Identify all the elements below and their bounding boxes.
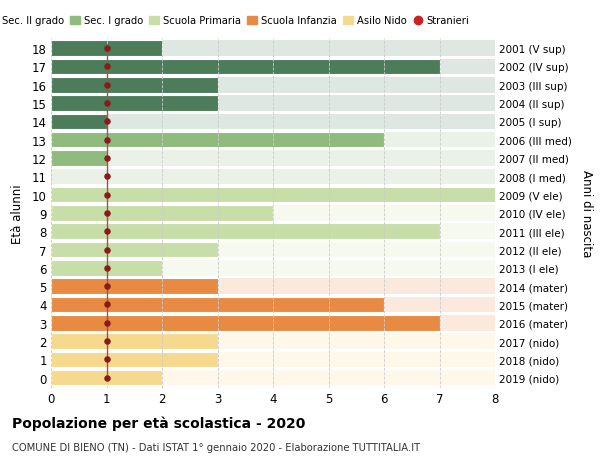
Bar bbox=[51, 224, 439, 240]
Point bbox=[102, 264, 112, 272]
Bar bbox=[51, 297, 495, 313]
Bar bbox=[51, 260, 495, 276]
Point bbox=[102, 338, 112, 345]
Point bbox=[102, 228, 112, 235]
Bar bbox=[51, 133, 384, 148]
Bar bbox=[51, 96, 495, 112]
Bar bbox=[51, 242, 218, 257]
Bar bbox=[51, 187, 495, 203]
Bar bbox=[51, 206, 495, 221]
Bar bbox=[51, 133, 495, 148]
Point bbox=[102, 210, 112, 217]
Bar bbox=[51, 187, 495, 203]
Bar bbox=[51, 297, 384, 313]
Point bbox=[102, 356, 112, 363]
Bar bbox=[51, 41, 162, 57]
Point bbox=[102, 319, 112, 327]
Bar bbox=[51, 352, 218, 367]
Bar bbox=[51, 224, 495, 240]
Point bbox=[102, 246, 112, 254]
Bar bbox=[51, 169, 495, 185]
Text: COMUNE DI BIENO (TN) - Dati ISTAT 1° gennaio 2020 - Elaborazione TUTTITALIA.IT: COMUNE DI BIENO (TN) - Dati ISTAT 1° gen… bbox=[12, 442, 420, 452]
Point bbox=[102, 45, 112, 53]
Bar bbox=[51, 114, 107, 130]
Bar bbox=[51, 114, 495, 130]
Bar bbox=[51, 41, 495, 57]
Bar bbox=[51, 370, 495, 386]
Bar bbox=[51, 242, 495, 257]
Legend: Sec. II grado, Sec. I grado, Scuola Primaria, Scuola Infanzia, Asilo Nido, Stran: Sec. II grado, Sec. I grado, Scuola Prim… bbox=[0, 14, 472, 28]
Y-axis label: Anni di nascita: Anni di nascita bbox=[580, 170, 593, 257]
Bar bbox=[51, 279, 495, 294]
Point bbox=[102, 137, 112, 144]
Bar bbox=[51, 60, 439, 75]
Point bbox=[102, 191, 112, 199]
Point bbox=[102, 64, 112, 71]
Bar bbox=[51, 315, 495, 331]
Point bbox=[102, 283, 112, 290]
Point bbox=[102, 82, 112, 89]
Bar bbox=[51, 334, 495, 349]
Point bbox=[102, 301, 112, 308]
Point bbox=[102, 100, 112, 107]
Text: Popolazione per età scolastica - 2020: Popolazione per età scolastica - 2020 bbox=[12, 415, 305, 430]
Y-axis label: Età alunni: Età alunni bbox=[11, 184, 23, 243]
Bar bbox=[51, 370, 162, 386]
Bar bbox=[51, 206, 273, 221]
Bar bbox=[51, 60, 495, 75]
Point bbox=[102, 118, 112, 126]
Bar bbox=[51, 151, 107, 167]
Bar bbox=[51, 260, 162, 276]
Bar bbox=[51, 78, 495, 93]
Point bbox=[102, 155, 112, 162]
Bar bbox=[51, 78, 218, 93]
Bar bbox=[51, 279, 218, 294]
Point bbox=[102, 173, 112, 180]
Bar bbox=[51, 315, 439, 331]
Bar bbox=[51, 96, 218, 112]
Bar bbox=[51, 352, 495, 367]
Bar bbox=[51, 334, 218, 349]
Point bbox=[102, 374, 112, 381]
Bar bbox=[51, 151, 495, 167]
